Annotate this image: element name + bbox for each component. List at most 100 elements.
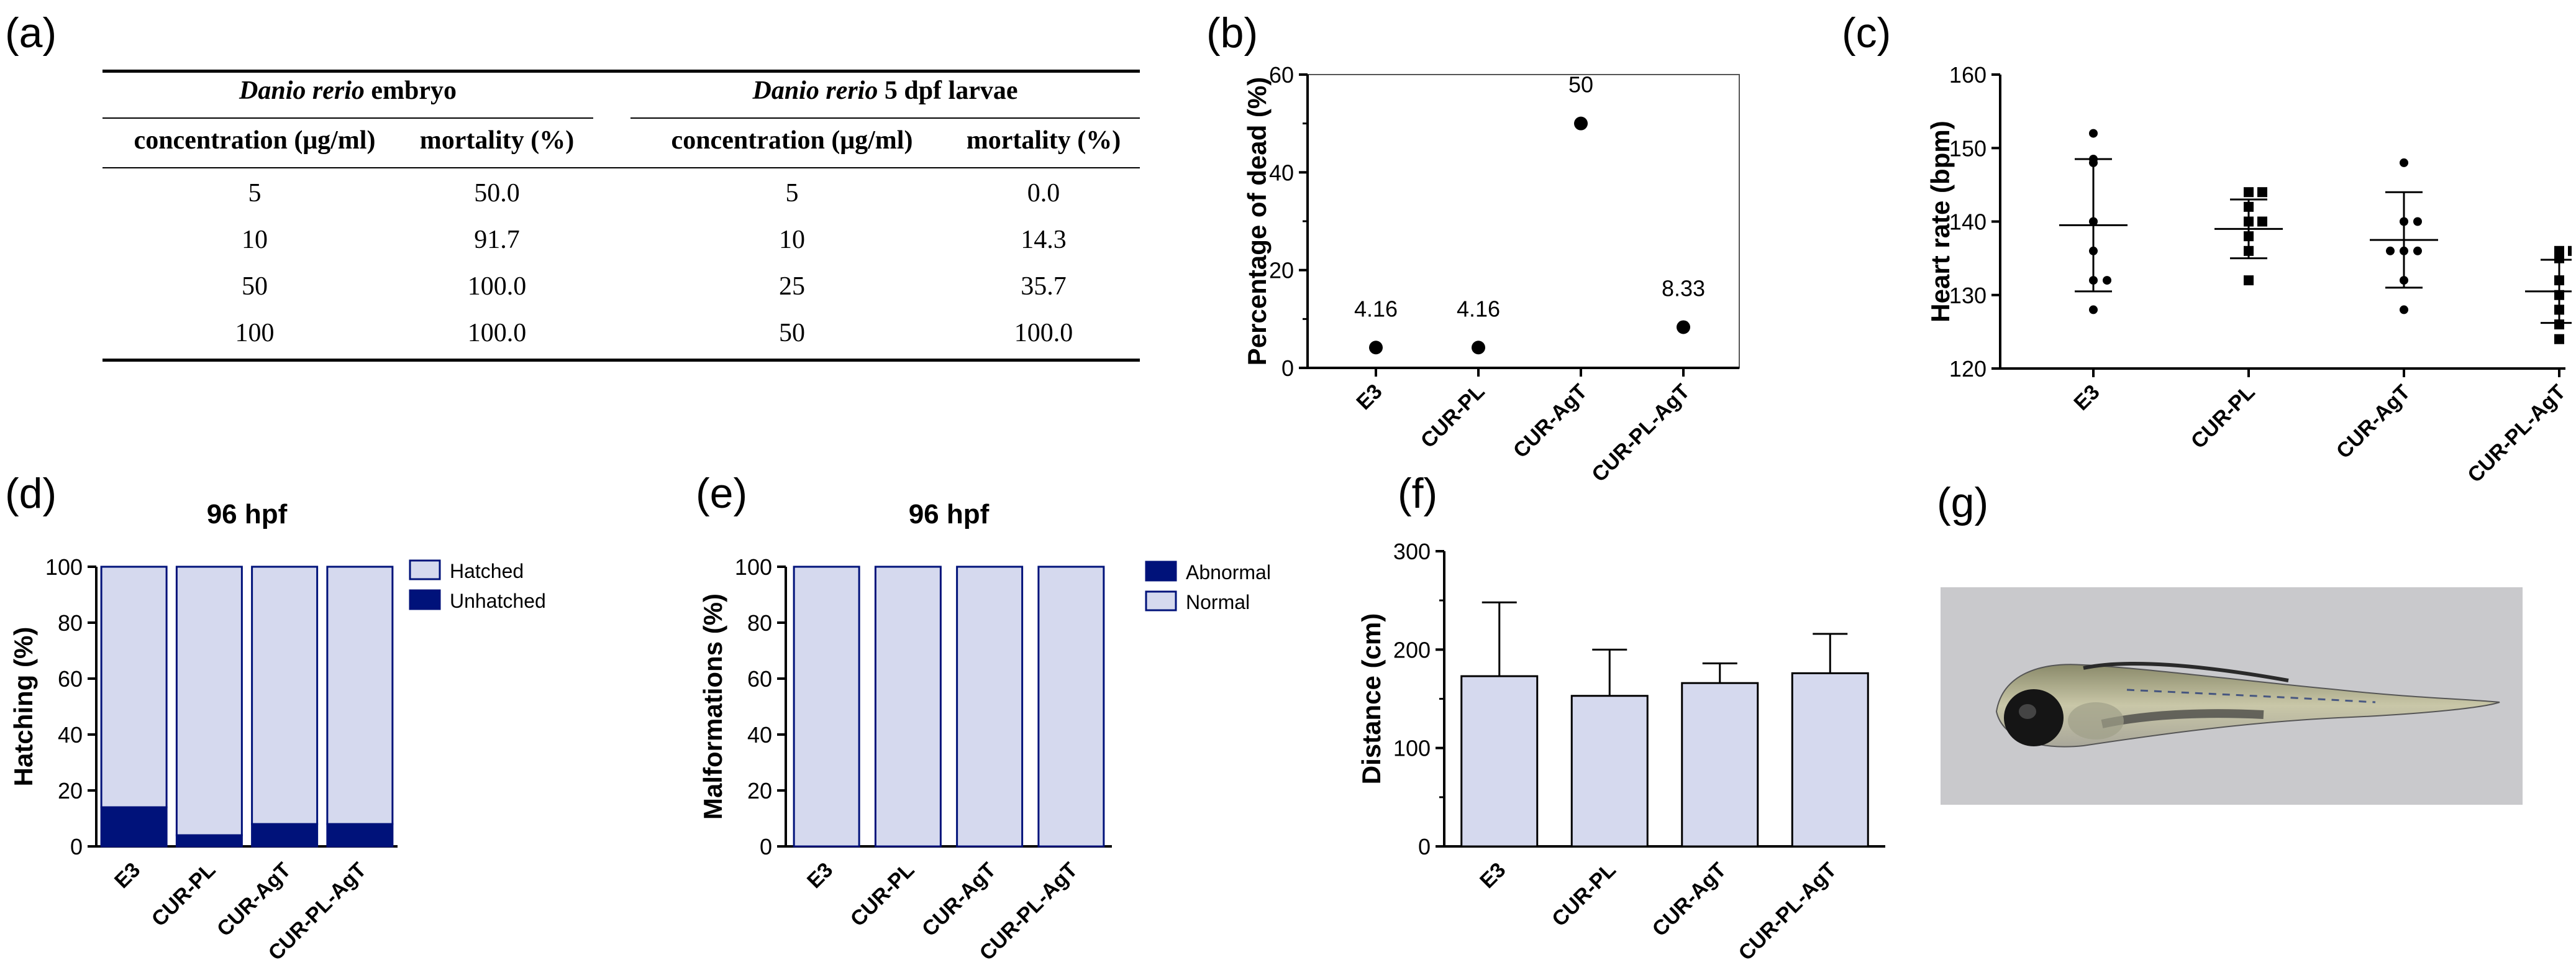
- data-point: [2386, 246, 2395, 255]
- legend-label: Abnormal: [1186, 561, 1271, 584]
- x-tick-label: CUR-AgT: [917, 858, 1001, 941]
- legend-label: Unhatched: [450, 590, 546, 612]
- x-tick-label: E3: [110, 858, 145, 893]
- y-axis-label: Hatching (%): [9, 627, 38, 787]
- bar-segment-normal: [1037, 566, 1105, 848]
- legend-swatch: [409, 589, 441, 610]
- table-cell: 10: [242, 226, 268, 254]
- data-point: [2554, 253, 2564, 263]
- data-point: [2244, 275, 2254, 286]
- table-cell: 5: [785, 179, 799, 208]
- x-tick-label: CUR-PL-AgT: [1734, 858, 1841, 966]
- bar-segment-hatched: [326, 566, 394, 825]
- x-tick-label: CUR-AgT: [1648, 858, 1731, 941]
- bar: [1791, 672, 1869, 848]
- data-point: [2568, 245, 2572, 256]
- x-tick-label: E3: [803, 858, 837, 893]
- group-species: Danio rerio: [239, 76, 365, 105]
- x-tick-label: E3: [1475, 858, 1510, 893]
- x-tick-label: CUR-PL: [846, 858, 919, 932]
- bar-segment-hatched: [251, 566, 319, 825]
- chart-title: 96 hpf: [909, 499, 990, 529]
- x-tick-label: CUR-PL: [1416, 380, 1490, 453]
- y-tick-label: 80: [58, 610, 83, 636]
- table-cell: 100: [235, 319, 275, 347]
- legend-swatch: [1145, 590, 1177, 611]
- bar-segment-normal: [874, 566, 942, 848]
- bar-segment-normal: [956, 566, 1024, 848]
- y-tick-label: 100: [45, 554, 83, 580]
- data-label: 4.16: [1354, 296, 1398, 321]
- y-tick-label: 200: [1393, 637, 1431, 662]
- group-species: Danio rerio: [752, 76, 878, 105]
- y-tick-label: 60: [58, 666, 83, 692]
- bar: [1681, 682, 1759, 848]
- data-point: [1472, 341, 1485, 355]
- data-point: [2554, 319, 2564, 330]
- bar-segment-hatched: [100, 566, 168, 808]
- data-label: 4.16: [1457, 296, 1500, 321]
- legend-swatch: [409, 559, 441, 580]
- panel-label-d: (d): [5, 470, 57, 517]
- x-tick-label: E3: [1352, 380, 1386, 414]
- y-tick-label: 20: [747, 778, 772, 804]
- group-header-larvae: Danio rerio 5 dpf larvae: [630, 76, 1140, 106]
- y-tick-label: 80: [747, 610, 772, 636]
- data-label: 8.33: [1662, 275, 1705, 301]
- x-tick-label: CUR-AgT: [2332, 380, 2415, 464]
- bar-segment-hatched: [175, 566, 243, 836]
- chart-title: 96 hpf: [207, 499, 288, 529]
- group-stage: 5 dpf larvae: [884, 76, 1018, 105]
- panel-label-b: (b): [1206, 9, 1258, 57]
- y-tick-label: 40: [747, 722, 772, 748]
- group-stage: embryo: [371, 76, 457, 105]
- data-point: [2103, 276, 2111, 285]
- table-cell: 100.0: [1014, 319, 1073, 347]
- bar-segment-normal: [793, 566, 860, 848]
- table-cell: 50: [242, 272, 268, 301]
- y-tick-label: 0: [760, 834, 772, 859]
- y-tick-label: 120: [1949, 356, 1987, 382]
- y-tick-label: 40: [58, 722, 83, 748]
- x-tick-label: CUR-PL: [1547, 858, 1621, 932]
- data-point: [2413, 217, 2422, 226]
- table-cell: 100.0: [467, 272, 527, 301]
- y-axis-label: Heart rate (bpm): [1926, 121, 1955, 322]
- data-point: [1677, 320, 1690, 334]
- x-tick-label: CUR-PL-AgT: [2463, 380, 2570, 485]
- data-point: [2554, 334, 2564, 344]
- table-cell: 10: [779, 226, 805, 254]
- col-header: concentration (μg/ml): [671, 126, 913, 155]
- col-header: concentration (μg/ml): [134, 126, 376, 155]
- table-cell: 5: [248, 179, 262, 208]
- table-cell: 25: [779, 272, 805, 301]
- table-cell: 0.0: [1027, 179, 1060, 208]
- y-tick-label: 160: [1949, 62, 1987, 88]
- table-cell: 91.7: [474, 226, 520, 254]
- y-tick-label: 130: [1949, 283, 1987, 308]
- panel-label-c: (c): [1842, 9, 1891, 57]
- data-point: [1369, 341, 1383, 355]
- data-point: [1574, 116, 1588, 131]
- chart-c-heart-rate: 120 130 140 150 160 Heart rate (bpm) E3 CUR-PL C…: [1926, 62, 2572, 485]
- x-tick-label: CUR-PL: [147, 858, 221, 932]
- panel-label-g: (g): [1937, 479, 1989, 526]
- x-tick-label: CUR-PL-AgT: [1587, 380, 1695, 485]
- legend-swatch: [1145, 561, 1177, 582]
- table-cell: 35.7: [1021, 272, 1067, 301]
- y-axis-label: Distance (cm): [1357, 613, 1386, 784]
- y-tick-label: 40: [1269, 160, 1294, 185]
- table-cell: 50.0: [474, 179, 520, 208]
- data-label: 50: [1568, 72, 1593, 98]
- panel-label-f: (f): [1398, 470, 1438, 517]
- bar-segment-unhatched: [251, 823, 319, 848]
- group-header-embryo: Danio rerio embryo: [102, 76, 593, 106]
- bar-segment-unhatched: [175, 834, 243, 848]
- x-tick-label: CUR-AgT: [1509, 380, 1592, 463]
- col-header: mortality (%): [419, 126, 575, 155]
- y-tick-label: 100: [735, 554, 772, 580]
- data-point: [2413, 246, 2422, 255]
- legend-label: Hatched: [450, 560, 524, 582]
- col-header: mortality (%): [966, 126, 1121, 155]
